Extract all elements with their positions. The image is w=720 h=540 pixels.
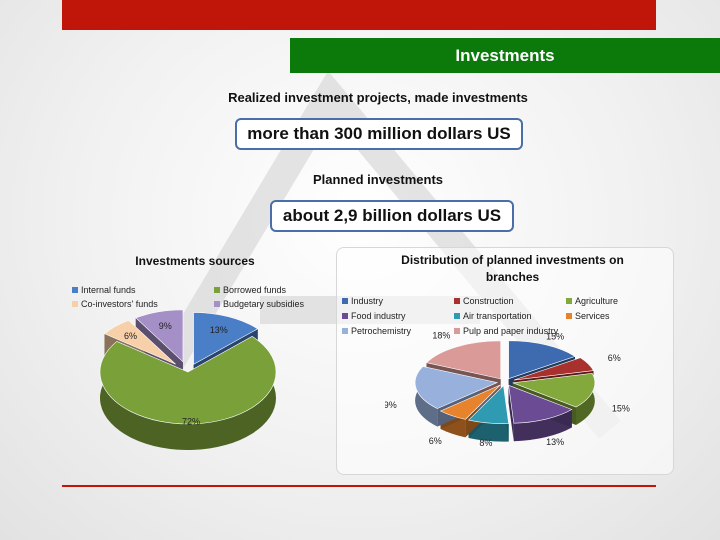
pie-data-label: 18% xyxy=(432,332,450,341)
pie-slice-wall xyxy=(508,385,514,442)
pie-slice xyxy=(467,385,509,424)
legend-item: Co-investors' funds xyxy=(72,299,158,309)
pie-data-label: 6% xyxy=(429,436,442,446)
pie-slice xyxy=(103,319,176,365)
legend-swatch xyxy=(566,313,572,319)
legend-label: Agriculture xyxy=(575,296,619,306)
pie-slice xyxy=(508,384,573,424)
pie-data-label: 15% xyxy=(612,403,630,413)
section-title: Investments xyxy=(455,45,555,65)
pie-data-label: 6% xyxy=(124,331,137,341)
legend-swatch xyxy=(454,313,460,319)
legend-label: Industry xyxy=(351,296,384,306)
pie-slice xyxy=(439,384,501,420)
legend-swatch xyxy=(342,313,348,319)
pie-slice-side xyxy=(100,336,276,450)
planned-caption: Planned investments xyxy=(312,172,444,187)
legend-swatch xyxy=(566,298,572,304)
pie-data-label: 8% xyxy=(479,438,492,448)
chart1-title: Investments sources xyxy=(135,254,255,268)
legend-label: Air transportation xyxy=(463,311,532,321)
legend-swatch xyxy=(342,298,348,304)
legend-swatch xyxy=(72,301,78,307)
legend-label: Construction xyxy=(463,296,514,306)
legend-swatch xyxy=(454,328,460,334)
pie-slice xyxy=(193,312,259,365)
legend-item: Construction xyxy=(454,296,514,306)
pie-slice-side xyxy=(575,373,595,426)
pie-data-label: 72% xyxy=(182,416,200,426)
legend-item: Food industry xyxy=(342,311,406,321)
legend-label: Budgetary subsidies xyxy=(223,299,305,309)
pie-slice xyxy=(414,366,499,409)
legend-label: Co-investors' funds xyxy=(81,299,158,309)
legend-item: Industry xyxy=(342,296,383,306)
legend-item: Air transportation xyxy=(454,311,532,321)
legend-label: Borrowed funds xyxy=(223,285,287,295)
top-red-bar xyxy=(62,0,656,30)
investment-sources-pie: 13% 72% 6% 9% xyxy=(99,310,277,450)
bottom-divider xyxy=(62,485,656,487)
planned-branches-pie: 15% 6% 15% 13% 8% 6% 19% 18% xyxy=(385,332,630,448)
legend-label: Petrochemistry xyxy=(351,326,412,336)
legend-item: Pulp and paper industry xyxy=(454,326,558,336)
planned-value: about 2,9 billion dollars US xyxy=(282,206,502,225)
pie-slice xyxy=(99,336,277,425)
pie-data-label: 15% xyxy=(546,332,564,341)
pie-data-label: 9% xyxy=(159,321,172,331)
planned-value-box: about 2,9 billion dollars US xyxy=(270,200,514,232)
realized-value-box: more than 300 million dollars US xyxy=(235,118,523,150)
legend-item: Internal funds xyxy=(72,285,136,295)
section-header: Investments xyxy=(290,38,720,73)
pie-slice xyxy=(512,373,596,408)
legend-item: Borrowed funds xyxy=(214,285,286,295)
legend-label: Services xyxy=(575,311,610,321)
chart2-title: Distribution of planned investments on b… xyxy=(401,253,624,284)
pie-slice xyxy=(508,340,576,380)
realized-value: more than 300 million dollars US xyxy=(247,124,511,143)
legend-item: Agriculture xyxy=(566,296,618,306)
realized-caption: Realized investment projects, made inves… xyxy=(228,90,528,105)
legend-label: Food industry xyxy=(351,311,406,321)
legend-item: Budgetary subsidies xyxy=(214,299,304,309)
legend-label: Pulp and paper industry xyxy=(463,326,559,336)
pie-data-label: 6% xyxy=(608,353,621,363)
pie-slice xyxy=(135,310,184,363)
pie-slice xyxy=(513,357,594,381)
pie-data-label: 13% xyxy=(210,325,228,335)
pie-slice xyxy=(425,340,502,380)
legend-item: Services xyxy=(566,311,610,321)
legend-swatch xyxy=(214,287,220,293)
pie-data-label: 13% xyxy=(546,437,564,447)
legend-item: Petrochemistry xyxy=(342,326,411,336)
legend-swatch xyxy=(214,301,220,307)
legend-label: Internal funds xyxy=(81,285,136,295)
legend-swatch xyxy=(342,328,348,334)
legend-swatch xyxy=(72,287,78,293)
legend-swatch xyxy=(454,298,460,304)
pie-data-label: 19% xyxy=(385,400,397,410)
